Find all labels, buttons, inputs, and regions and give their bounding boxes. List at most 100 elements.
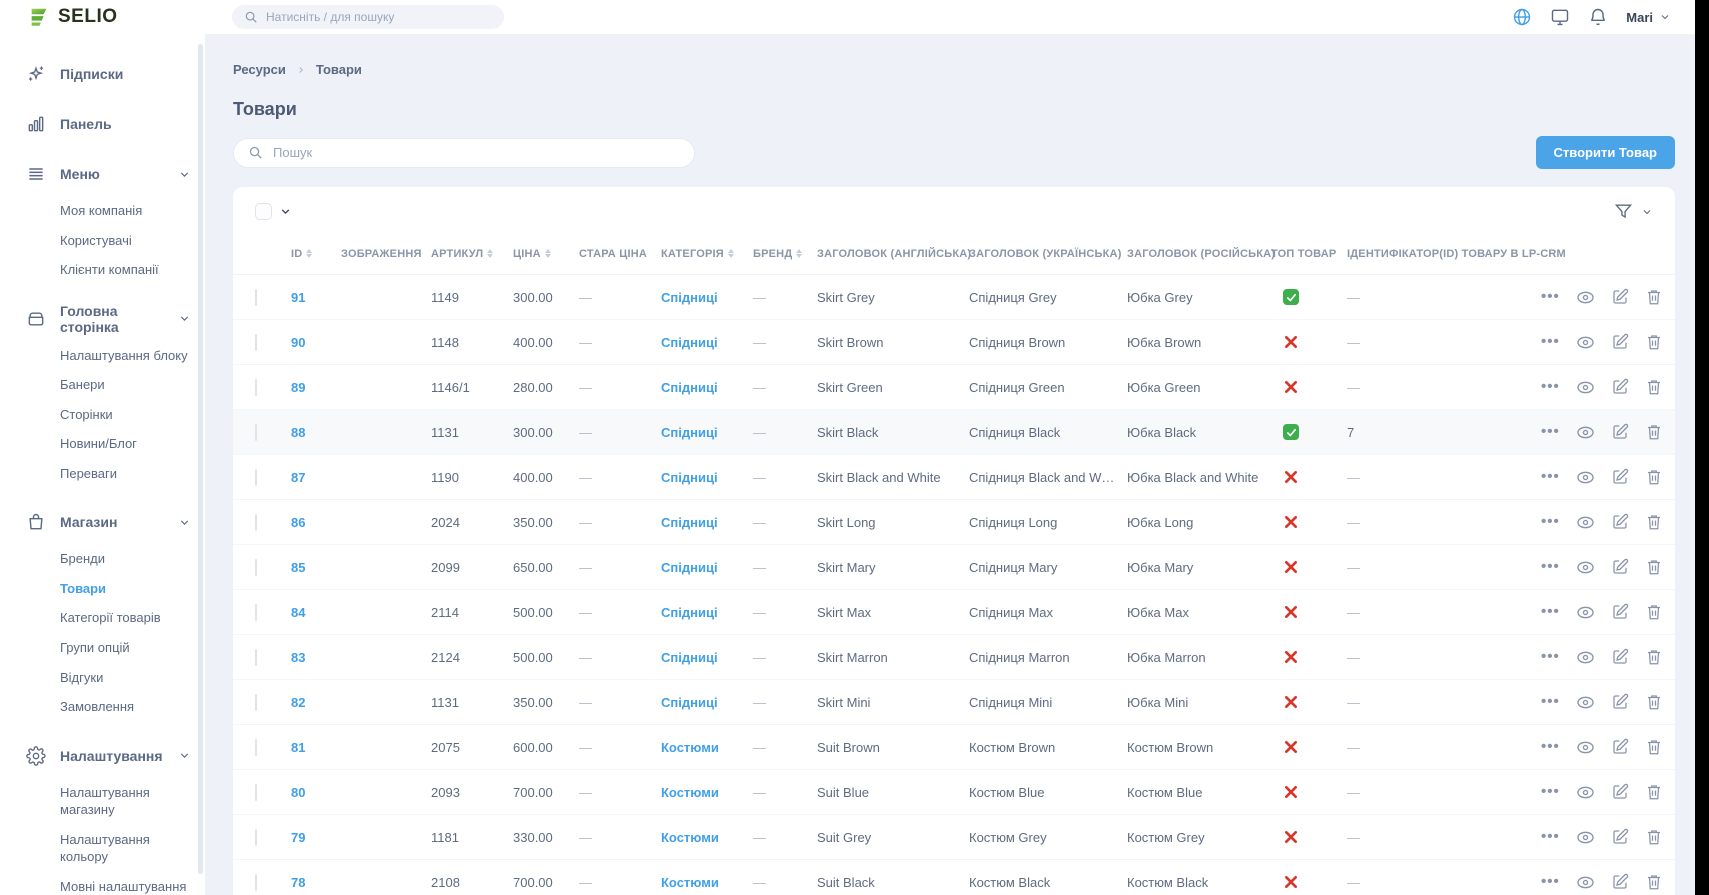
row-checkbox[interactable] [255,288,257,306]
product-category-link[interactable]: Костюми [661,739,719,755]
more-actions-icon[interactable]: ••• [1541,333,1560,350]
more-actions-icon[interactable]: ••• [1541,648,1560,665]
sidebar-item-0[interactable]: Підписки [0,52,205,96]
view-icon[interactable] [1576,468,1595,487]
create-product-button[interactable]: Створити Товар [1535,136,1675,169]
row-checkbox[interactable] [255,783,257,801]
product-category-link[interactable]: Костюми [661,829,719,845]
column-header[interactable]: ЦІНА [513,248,573,260]
sidebar-subitem[interactable]: Новини/Блог [60,436,137,452]
product-id-link[interactable]: 82 [291,694,306,710]
select-all-checkbox[interactable] [255,203,272,220]
row-checkbox[interactable] [255,468,257,486]
row-checkbox[interactable] [255,513,257,531]
product-category-link[interactable]: Спідниці [661,514,718,530]
edit-icon[interactable] [1611,693,1629,711]
product-id-link[interactable]: 84 [291,604,306,620]
product-category-link[interactable]: Спідниці [661,559,718,575]
bell-icon[interactable] [1588,7,1608,27]
row-checkbox[interactable] [255,648,257,666]
table-row[interactable]: 84 2114 500.00 — Спідниці — Skirt Max Сп… [233,590,1675,635]
sidebar-item-3[interactable]: Головна сторінка [0,297,205,341]
table-row[interactable]: 90 1148 400.00 — Спідниці — Skirt Brown … [233,320,1675,365]
product-category-link[interactable]: Спідниці [661,469,718,485]
table-row[interactable]: 89 1146/1 280.00 — Спідниці — Skirt Gree… [233,365,1675,410]
delete-icon[interactable] [1645,513,1663,531]
global-search[interactable] [232,5,504,29]
table-row[interactable]: 91 1149 300.00 — Спідниці — Skirt Grey С… [233,275,1675,320]
monitor-icon[interactable] [1550,7,1570,27]
sidebar-subitem[interactable]: Товари [60,580,107,596]
product-id-link[interactable]: 87 [291,469,306,485]
more-actions-icon[interactable]: ••• [1541,783,1560,800]
logo[interactable]: SELIO [28,6,206,28]
view-icon[interactable] [1576,648,1595,667]
edit-icon[interactable] [1611,288,1629,306]
more-actions-icon[interactable]: ••• [1541,738,1560,755]
more-actions-icon[interactable]: ••• [1541,873,1560,890]
table-row[interactable]: 78 2108 700.00 — Костюми — Suit Black Ко… [233,860,1675,895]
table-row[interactable]: 80 2093 700.00 — Костюми — Suit Blue Кос… [233,770,1675,815]
sidebar-subitem[interactable]: Моя компанія [60,203,143,218]
table-row[interactable]: 88 1131 300.00 — Спідниці — Skirt Black … [233,410,1675,455]
table-row[interactable]: 83 2124 500.00 — Спідниці — Skirt Marron… [233,635,1675,680]
sidebar-subitem[interactable]: Групи опцій [60,640,130,656]
table-row[interactable]: 82 1131 350.00 — Спідниці — Skirt Mini С… [233,680,1675,725]
sidebar-subitem[interactable]: Налаштування блоку [60,347,188,363]
product-category-link[interactable]: Спідниці [661,604,718,620]
filter-funnel-icon[interactable] [1614,202,1633,221]
row-checkbox[interactable] [255,738,257,756]
products-search[interactable] [233,137,695,168]
edit-icon[interactable] [1611,558,1629,576]
row-checkbox[interactable] [255,828,257,846]
view-icon[interactable] [1576,873,1595,892]
delete-icon[interactable] [1645,423,1663,441]
table-row[interactable]: 85 2099 650.00 — Спідниці — Skirt Mary С… [233,545,1675,590]
delete-icon[interactable] [1645,288,1663,306]
delete-icon[interactable] [1645,468,1663,486]
product-id-link[interactable]: 83 [291,649,306,665]
column-header[interactable]: ID [291,248,335,260]
sidebar-item-2[interactable]: Меню [0,152,205,196]
view-icon[interactable] [1576,378,1595,397]
sidebar-subitem[interactable]: Відгуки [60,669,104,685]
sidebar-subitem[interactable]: Сторінки [60,406,113,422]
products-search-input[interactable] [273,145,680,160]
more-actions-icon[interactable]: ••• [1541,603,1560,620]
select-options-chevron-icon[interactable] [279,205,292,218]
table-row[interactable]: 79 1181 330.00 — Костюми — Suit Grey Кос… [233,815,1675,860]
view-icon[interactable] [1576,828,1595,847]
view-icon[interactable] [1576,333,1595,352]
more-actions-icon[interactable]: ••• [1541,693,1560,710]
product-id-link[interactable]: 78 [291,874,306,890]
user-menu[interactable]: Mari [1626,10,1671,25]
product-id-link[interactable]: 79 [291,829,306,845]
row-checkbox[interactable] [255,333,257,351]
sidebar-subitem[interactable]: Клієнти компанії [60,262,159,278]
edit-icon[interactable] [1611,468,1629,486]
delete-icon[interactable] [1645,333,1663,351]
product-id-link[interactable]: 85 [291,559,306,575]
breadcrumb-resources[interactable]: Ресурси [233,62,286,77]
row-checkbox[interactable] [255,693,257,711]
edit-icon[interactable] [1611,738,1629,756]
delete-icon[interactable] [1645,873,1663,891]
product-id-link[interactable]: 81 [291,739,306,755]
row-checkbox[interactable] [255,558,257,576]
delete-icon[interactable] [1645,738,1663,756]
sidebar-item-5[interactable]: Налаштування [0,734,205,778]
view-icon[interactable] [1576,423,1595,442]
more-actions-icon[interactable]: ••• [1541,378,1560,395]
more-actions-icon[interactable]: ••• [1541,828,1560,845]
product-id-link[interactable]: 80 [291,784,306,800]
product-id-link[interactable]: 90 [291,334,306,350]
edit-icon[interactable] [1611,423,1629,441]
more-actions-icon[interactable]: ••• [1541,468,1560,485]
sidebar-subitem[interactable]: Налаштування кольору [60,831,150,865]
product-id-link[interactable]: 88 [291,424,306,440]
edit-icon[interactable] [1611,648,1629,666]
global-search-input[interactable] [266,10,492,24]
product-category-link[interactable]: Спідниці [661,649,718,665]
more-actions-icon[interactable]: ••• [1541,513,1560,530]
product-category-link[interactable]: Костюми [661,784,719,800]
